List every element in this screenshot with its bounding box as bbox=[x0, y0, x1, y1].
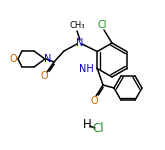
Text: Cl: Cl bbox=[97, 20, 107, 30]
Text: Cl: Cl bbox=[92, 123, 104, 135]
Text: NH: NH bbox=[79, 63, 93, 74]
Text: H: H bbox=[83, 117, 91, 130]
Text: CH₃: CH₃ bbox=[69, 21, 85, 30]
Text: O: O bbox=[40, 71, 48, 81]
Text: O: O bbox=[9, 54, 17, 64]
Text: O: O bbox=[90, 96, 98, 106]
Text: N: N bbox=[44, 54, 52, 64]
Text: N: N bbox=[76, 38, 84, 48]
